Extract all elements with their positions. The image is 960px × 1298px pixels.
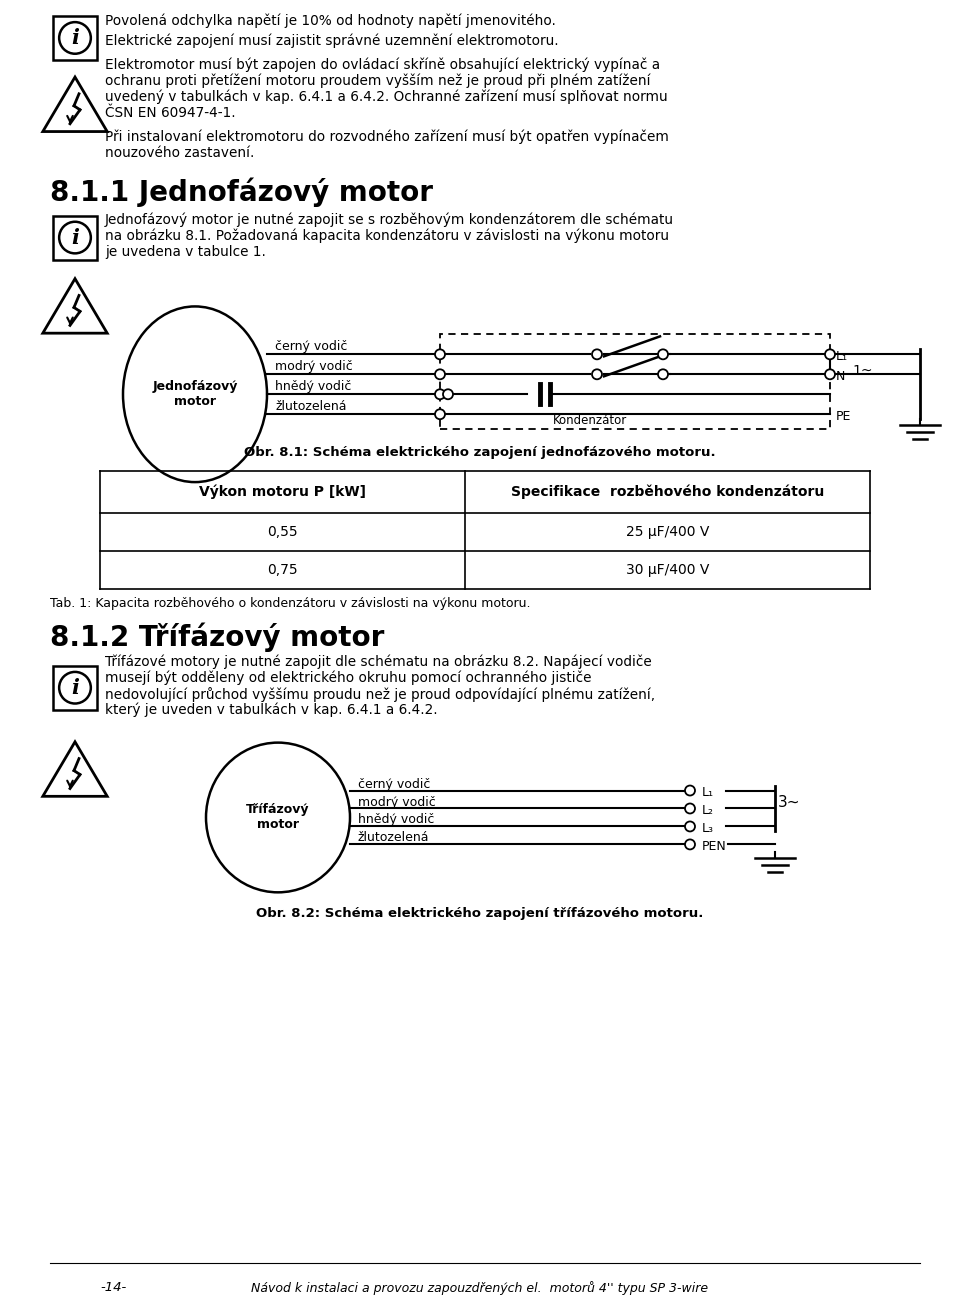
Text: L₂: L₂ — [702, 803, 714, 816]
Text: je uvedena v tabulce 1.: je uvedena v tabulce 1. — [105, 244, 266, 258]
Text: Jednofázový motor je nutné zapojit se s rozběhovým kondenzátorem dle schématu: Jednofázový motor je nutné zapojit se s … — [105, 213, 674, 227]
Text: nedovolující průchod vyššímu proudu než je proud odpovídající plnému zatížení,: nedovolující průchod vyššímu proudu než … — [105, 687, 655, 702]
Text: 3~: 3~ — [778, 794, 801, 810]
Text: 8.1.1 Jednofázový motor: 8.1.1 Jednofázový motor — [50, 178, 433, 208]
Bar — [53, 666, 97, 710]
Text: L₁: L₁ — [836, 350, 848, 363]
Text: Jednofázový
motor: Jednofázový motor — [153, 380, 238, 409]
Text: Elektrické zapojení musí zajistit správné uzemnění elektromotoru.: Elektrické zapojení musí zajistit správn… — [105, 34, 559, 48]
Text: hnědý vodič: hnědý vodič — [275, 380, 351, 393]
Circle shape — [685, 840, 695, 849]
Text: 1~: 1~ — [852, 365, 873, 378]
Text: Tab. 1: Kapacita rozběhového o kondenzátoru v závislosti na výkonu motoru.: Tab. 1: Kapacita rozběhového o kondenzát… — [50, 597, 531, 610]
Text: Elektromotor musí být zapojen do ovládací skříně obsahující elektrický vypínač a: Elektromotor musí být zapojen do ovládac… — [105, 58, 660, 73]
Text: uvedený v tabulkách v kap. 6.4.1 a 6.4.2. Ochranné zařízení musí splňovat normu: uvedený v tabulkách v kap. 6.4.1 a 6.4.2… — [105, 90, 667, 104]
Text: který je uveden v tabulkách v kap. 6.4.1 a 6.4.2.: který je uveden v tabulkách v kap. 6.4.1… — [105, 702, 438, 718]
Text: 30 μF/400 V: 30 μF/400 V — [626, 563, 709, 576]
Text: žlutozelená: žlutozelená — [358, 832, 429, 845]
Text: 25 μF/400 V: 25 μF/400 V — [626, 524, 709, 539]
Circle shape — [435, 349, 445, 360]
Text: Třífázový
motor: Třífázový motor — [247, 803, 310, 832]
Text: Obr. 8.2: Schéma elektrického zapojení třífázového motoru.: Obr. 8.2: Schéma elektrického zapojení t… — [256, 907, 704, 920]
Text: i: i — [71, 29, 79, 48]
Circle shape — [685, 822, 695, 832]
Text: nouzového zastavení.: nouzového zastavení. — [105, 145, 254, 160]
Text: na obrázku 8.1. Požadovaná kapacita kondenzátoru v závislosti na výkonu motoru: na obrázku 8.1. Požadovaná kapacita kond… — [105, 228, 669, 243]
Text: -14-: -14- — [100, 1281, 127, 1294]
Text: L₃: L₃ — [702, 822, 714, 835]
Text: ČSN EN 60947-4-1.: ČSN EN 60947-4-1. — [105, 106, 235, 119]
Text: L₁: L₁ — [702, 787, 714, 800]
Text: černý vodič: černý vodič — [358, 778, 430, 790]
Text: modrý vodič: modrý vodič — [275, 361, 352, 374]
Text: černý vodič: černý vodič — [275, 340, 348, 353]
Text: Kondenzátor: Kondenzátor — [553, 414, 627, 427]
Circle shape — [443, 389, 453, 400]
Text: i: i — [71, 678, 79, 698]
Text: Obr. 8.1: Schéma elektrického zapojení jednofázového motoru.: Obr. 8.1: Schéma elektrického zapojení j… — [244, 447, 716, 459]
Text: Návod k instalaci a provozu zapouzdřených el.  motorů 4'' typu SP 3-wire: Návod k instalaci a provozu zapouzdřenýc… — [252, 1281, 708, 1294]
Text: Specifikace  rozběhového kondenzátoru: Specifikace rozběhového kondenzátoru — [511, 485, 824, 500]
Text: i: i — [71, 227, 79, 248]
Text: modrý vodič: modrý vodič — [358, 796, 436, 809]
Text: musejí být odděleny od elektrického okruhu pomocí ochranného jističe: musejí být odděleny od elektrického okru… — [105, 671, 591, 685]
Text: Třífázové motory je nutné zapojit dle schématu na obrázku 8.2. Napájecí vodiče: Třífázové motory je nutné zapojit dle sc… — [105, 654, 652, 670]
Text: 0,75: 0,75 — [267, 563, 298, 576]
Text: hnědý vodič: hnědý vodič — [358, 814, 434, 827]
Text: N: N — [836, 370, 846, 383]
Bar — [53, 16, 97, 60]
Bar — [53, 215, 97, 260]
Text: 0,55: 0,55 — [267, 524, 298, 539]
Text: Povolená odchylka napětí je 10% od hodnoty napětí jmenovitého.: Povolená odchylka napětí je 10% od hodno… — [105, 14, 556, 29]
Circle shape — [435, 409, 445, 419]
Text: žlutozelená: žlutozelená — [275, 400, 347, 413]
Text: Při instalovaní elektromotoru do rozvodného zařízení musí být opatřen vypínačem: Při instalovaní elektromotoru do rozvodn… — [105, 130, 669, 144]
Text: ochranu proti přetížení motoru proudem vyšším než je proud při plném zatížení: ochranu proti přetížení motoru proudem v… — [105, 74, 651, 88]
Circle shape — [825, 370, 835, 379]
Text: Výkon motoru P [kW]: Výkon motoru P [kW] — [199, 485, 366, 500]
Text: 8.1.2 Třífázový motor: 8.1.2 Třífázový motor — [50, 623, 384, 653]
Circle shape — [592, 349, 602, 360]
Bar — [440, 335, 830, 430]
Text: PEN: PEN — [702, 840, 727, 853]
Circle shape — [658, 370, 668, 379]
Circle shape — [435, 389, 445, 400]
Circle shape — [592, 370, 602, 379]
Circle shape — [685, 803, 695, 814]
Circle shape — [825, 349, 835, 360]
Text: PE: PE — [836, 410, 852, 423]
Circle shape — [435, 370, 445, 379]
Circle shape — [685, 785, 695, 796]
Circle shape — [658, 349, 668, 360]
